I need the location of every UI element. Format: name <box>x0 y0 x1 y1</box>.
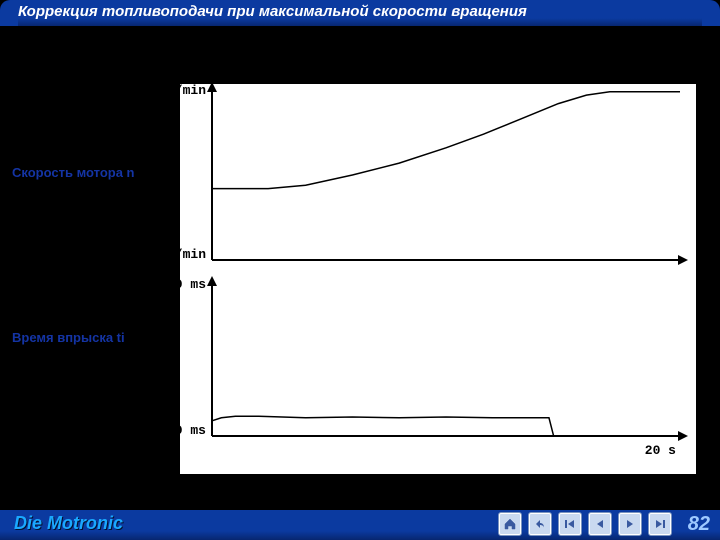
svg-text:0 ms: 0 ms <box>180 423 206 438</box>
header-corner-right <box>702 0 720 26</box>
nav-return-button[interactable] <box>528 512 552 536</box>
nav-prev-button[interactable] <box>588 512 612 536</box>
return-icon <box>533 517 547 531</box>
next-icon <box>623 517 637 531</box>
chart-svg: 6000 /min 0 /min 20 ms 0 ms 20 s <box>180 84 696 474</box>
last-icon <box>653 517 667 531</box>
side-label-bottom: Время впрыска ti <box>12 330 172 345</box>
page-title: Коррекция топливоподачи при максимальной… <box>18 3 527 20</box>
header-bar: Коррекция топливоподачи при максимальной… <box>0 0 720 26</box>
svg-text:20 s: 20 s <box>645 443 676 458</box>
side-label-top: Скорость мотора n <box>12 165 172 180</box>
footer-bar: Die Motronic <box>0 510 720 540</box>
nav-button-group <box>498 512 672 536</box>
page-number: 82 <box>688 513 710 536</box>
svg-text:6000 /min: 6000 /min <box>180 84 206 98</box>
footer-brand: Die Motronic <box>14 513 123 534</box>
nav-last-button[interactable] <box>648 512 672 536</box>
nav-first-button[interactable] <box>558 512 582 536</box>
nav-next-button[interactable] <box>618 512 642 536</box>
chart-panel: 6000 /min 0 /min 20 ms 0 ms 20 s <box>180 84 696 474</box>
header-corner-left <box>0 0 18 26</box>
home-icon <box>503 517 517 531</box>
slide-page: Коррекция топливоподачи при максимальной… <box>0 0 720 540</box>
svg-text:20 ms: 20 ms <box>180 277 206 292</box>
nav-home-button[interactable] <box>498 512 522 536</box>
first-icon <box>563 517 577 531</box>
prev-icon <box>593 517 607 531</box>
svg-text:0 /min: 0 /min <box>180 247 206 262</box>
